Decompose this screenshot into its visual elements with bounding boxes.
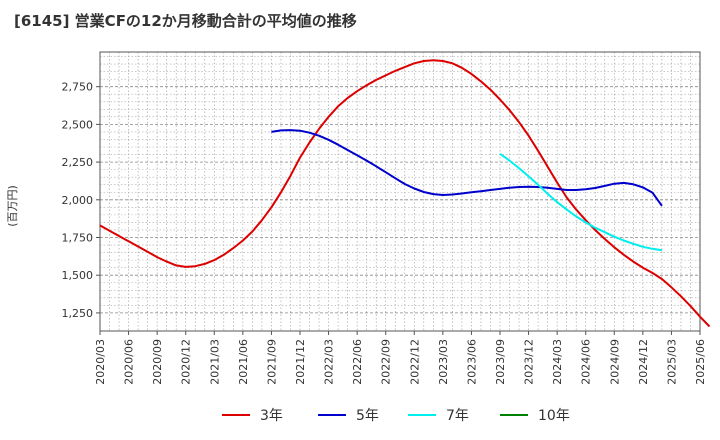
plot-frame — [99, 51, 701, 332]
legend-swatch — [318, 414, 346, 416]
y-tick-label: 2,250 — [62, 156, 94, 169]
x-tick-label: 2024/12 — [637, 339, 650, 385]
y-tick-label: 1,250 — [62, 307, 94, 320]
y-tick-label: 1,500 — [62, 269, 94, 282]
x-tick-label: 2020/06 — [123, 339, 136, 385]
legend-swatch — [408, 414, 436, 416]
series-line-3年 — [99, 59, 711, 328]
y-tick-label: 2,000 — [62, 194, 94, 207]
plot-area — [100, 52, 700, 331]
legend-label: 7年 — [446, 408, 469, 424]
y-tick-label: 2,500 — [62, 118, 94, 131]
legend-label: 10年 — [538, 408, 570, 424]
legend-swatch — [500, 414, 528, 416]
x-tick-label: 2025/06 — [694, 339, 707, 385]
x-tick-label: 2023/09 — [494, 339, 507, 385]
x-tick-label: 2023/12 — [523, 339, 536, 385]
x-tick-label: 2021/03 — [208, 339, 221, 385]
x-tick-label: 2022/03 — [323, 339, 336, 385]
legend-swatch — [222, 414, 250, 416]
chart-title: [6145] 営業CFの12か月移動合計の平均値の推移 — [14, 12, 357, 30]
legend: 3年 5年 7年 10年 — [0, 402, 720, 428]
legend-item: 3年 — [222, 402, 283, 428]
y-tick-label: 2,750 — [62, 81, 94, 94]
x-tick-label: 2023/06 — [465, 339, 478, 385]
legend-item: 5年 — [318, 402, 379, 428]
x-tick-label: 2025/03 — [665, 339, 678, 385]
x-tick-label: 2024/06 — [580, 339, 593, 385]
x-tick-label: 2021/12 — [294, 339, 307, 385]
series-line-7年 — [499, 152, 663, 252]
x-tick-label: 2022/09 — [380, 339, 393, 385]
x-tick-label: 2022/12 — [408, 339, 421, 385]
x-tick-label: 2020/09 — [151, 339, 164, 385]
y-tick-label: 1,750 — [62, 231, 94, 244]
x-tick-label: 2020/03 — [94, 339, 107, 385]
x-tick-label: 2020/12 — [180, 339, 193, 385]
x-tick-label: 2024/03 — [551, 339, 564, 385]
legend-label: 3年 — [260, 408, 283, 424]
x-tick-label: 2022/06 — [351, 339, 364, 385]
legend-item: 7年 — [408, 402, 469, 428]
x-tick-label: 2021/09 — [265, 339, 278, 385]
x-tick-label: 2024/09 — [608, 339, 621, 385]
legend-item: 10年 — [500, 402, 570, 428]
x-tick-label: 2023/03 — [437, 339, 450, 385]
legend-label: 5年 — [356, 408, 379, 424]
x-tick-label: 2021/06 — [237, 339, 250, 385]
series-line-5年 — [271, 129, 663, 207]
